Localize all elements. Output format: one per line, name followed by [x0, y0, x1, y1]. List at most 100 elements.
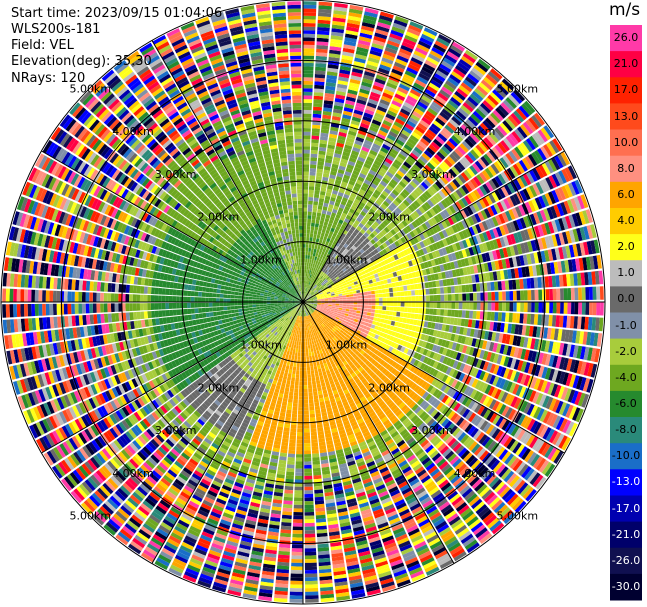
velocity-gate — [514, 128, 525, 141]
velocity-gate — [393, 297, 398, 302]
velocity-gate — [304, 432, 310, 437]
velocity-gate — [377, 225, 384, 232]
velocity-gate — [329, 247, 334, 252]
velocity-gate — [563, 288, 568, 301]
velocity-gate — [444, 302, 448, 309]
velocity-gate — [320, 271, 325, 276]
velocity-gate — [323, 169, 330, 175]
velocity-gate — [405, 31, 419, 40]
velocity-gate — [359, 248, 365, 254]
velocity-gate — [459, 158, 469, 169]
velocity-gate — [396, 183, 404, 191]
velocity-gate — [449, 193, 458, 203]
velocity-gate — [348, 180, 356, 186]
velocity-gate — [451, 166, 460, 176]
velocity-gate — [428, 281, 433, 288]
velocity-gate — [308, 186, 315, 191]
velocity-gate — [515, 108, 527, 121]
velocity-gate — [328, 299, 332, 301]
velocity-gate — [308, 295, 313, 298]
velocity-gate — [326, 74, 338, 80]
velocity-gate — [432, 315, 437, 322]
velocity-gate — [578, 287, 582, 300]
velocity-gate — [432, 120, 444, 130]
velocity-gate — [314, 369, 319, 374]
velocity-gate — [388, 181, 396, 189]
velocity-gate — [500, 102, 512, 114]
velocity-gate — [403, 291, 408, 296]
velocity-gate — [364, 7, 379, 15]
velocity-gate — [361, 119, 371, 126]
velocity-gate — [397, 135, 407, 144]
velocity-gate — [402, 227, 409, 235]
velocity-gate — [359, 88, 370, 95]
velocity-gate — [393, 159, 403, 167]
velocity-gate — [399, 150, 409, 158]
velocity-gate — [303, 341, 306, 346]
velocity-gate — [307, 258, 310, 263]
velocity-gate — [396, 311, 401, 317]
velocity-gate — [334, 202, 340, 207]
velocity-gate — [418, 295, 423, 302]
velocity-gate — [317, 205, 323, 210]
velocity-gate — [327, 234, 332, 239]
velocity-gate — [512, 290, 517, 301]
velocity-gate — [351, 268, 357, 273]
velocity-gate — [303, 167, 309, 172]
velocity-gate — [407, 290, 412, 296]
velocity-gate — [362, 207, 369, 214]
velocity-gate — [303, 160, 310, 165]
velocity-gate — [531, 302, 535, 313]
velocity-gate — [370, 146, 380, 153]
velocity-gate — [316, 45, 328, 50]
velocity-gate — [316, 257, 320, 262]
velocity-gate — [355, 313, 360, 317]
velocity-gate — [345, 96, 356, 103]
velocity-gate — [426, 129, 437, 138]
velocity-gate — [385, 207, 392, 215]
velocity-gate — [382, 293, 387, 298]
velocity-gate — [315, 285, 319, 290]
velocity-gate — [303, 99, 313, 103]
velocity-gate — [312, 110, 322, 115]
velocity-gate — [366, 284, 371, 288]
velocity-gate — [309, 237, 313, 242]
velocity-gate — [311, 259, 314, 264]
velocity-gate — [344, 37, 357, 43]
velocity-gate — [393, 292, 398, 297]
velocity-gate — [358, 237, 364, 243]
velocity-gate — [315, 376, 320, 381]
velocity-gate — [307, 377, 312, 382]
velocity-gate — [487, 71, 501, 83]
velocity-gate — [437, 201, 446, 211]
velocity-gate — [370, 166, 379, 173]
velocity-gate — [437, 302, 441, 309]
velocity-gate — [430, 123, 441, 132]
velocity-gate — [380, 203, 388, 210]
velocity-gate — [319, 286, 324, 290]
velocity-gate — [393, 306, 398, 312]
velocity-gate — [378, 18, 392, 26]
velocity-gate — [375, 29, 389, 36]
velocity-gate — [435, 95, 447, 105]
velocity-gate — [306, 226, 311, 230]
velocity-gate — [543, 125, 555, 139]
velocity-gate — [596, 302, 601, 316]
velocity-gate — [359, 126, 368, 133]
velocity-gate — [303, 396, 309, 400]
velocity-gate — [303, 370, 307, 375]
velocity-gate — [468, 284, 473, 293]
velocity-gate — [303, 153, 310, 158]
velocity-gate — [414, 313, 419, 320]
velocity-gate — [404, 307, 408, 313]
velocity-gate — [319, 262, 323, 267]
velocity-gate — [314, 190, 320, 195]
velocity-gate — [472, 162, 481, 173]
velocity-gate — [490, 112, 501, 124]
velocity-gate — [373, 139, 383, 147]
velocity-gate — [353, 186, 360, 192]
velocity-gate — [385, 171, 394, 179]
velocity-gate — [309, 171, 316, 176]
velocity-gate — [508, 312, 513, 323]
velocity-gate — [570, 302, 575, 315]
